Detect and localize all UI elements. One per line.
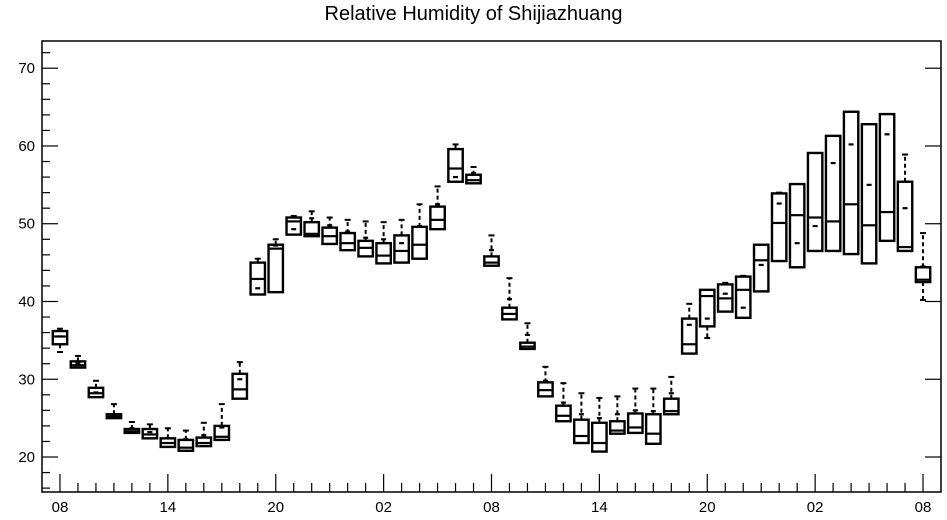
y-axis-ticks: 20 30 40 50 60 70 bbox=[18, 52, 941, 489]
box-mark bbox=[159, 427, 177, 449]
box-mark bbox=[303, 210, 321, 238]
box-mark bbox=[249, 257, 267, 296]
box-rect bbox=[896, 180, 914, 253]
box-rect bbox=[465, 173, 482, 185]
box-rect bbox=[626, 412, 644, 435]
box-mark bbox=[321, 216, 339, 246]
box-rect bbox=[285, 216, 303, 236]
x-tick-label: 20 bbox=[699, 499, 716, 516]
box-mark bbox=[770, 191, 788, 263]
box-mark bbox=[123, 421, 141, 435]
box-mark bbox=[914, 232, 932, 301]
box-rect bbox=[860, 123, 878, 265]
box-mark bbox=[501, 277, 518, 321]
y-tick-label: 40 bbox=[18, 293, 35, 310]
box-rect bbox=[51, 329, 69, 346]
box-mark bbox=[177, 429, 195, 452]
box-rect bbox=[590, 421, 608, 453]
x-tick-label: 08 bbox=[483, 499, 500, 516]
box-mark bbox=[483, 234, 500, 267]
box-mark bbox=[680, 302, 698, 355]
box-mark bbox=[87, 379, 105, 399]
box-mark bbox=[411, 203, 428, 260]
box-rect bbox=[878, 112, 896, 243]
box-rect bbox=[573, 418, 590, 445]
y-tick-label: 60 bbox=[18, 138, 35, 155]
box-mark bbox=[644, 387, 662, 445]
box-mark bbox=[590, 396, 608, 453]
box-rect bbox=[608, 420, 626, 435]
box-mark bbox=[752, 243, 770, 293]
box-rect bbox=[339, 231, 357, 252]
box-mark bbox=[716, 281, 734, 313]
box-mark bbox=[734, 274, 752, 320]
box-mark bbox=[51, 327, 69, 354]
box-rect bbox=[698, 288, 716, 328]
box-rect bbox=[195, 436, 213, 448]
x-tick-label: 08 bbox=[52, 499, 69, 516]
box-rect bbox=[806, 151, 824, 253]
box-mark bbox=[339, 218, 357, 252]
box-mark bbox=[806, 151, 824, 253]
box-mark bbox=[213, 403, 231, 442]
box-mark bbox=[519, 322, 536, 351]
x-tick-label: 02 bbox=[375, 499, 392, 516]
box-rect bbox=[644, 413, 662, 445]
box-mark bbox=[608, 395, 626, 435]
box-mark bbox=[69, 354, 87, 369]
box-rect bbox=[411, 225, 428, 260]
box-series bbox=[51, 110, 932, 453]
box-mark bbox=[860, 123, 878, 265]
box-mark bbox=[357, 220, 375, 258]
box-rect bbox=[752, 243, 770, 293]
y-tick-label: 70 bbox=[18, 60, 35, 77]
box-rect bbox=[483, 255, 500, 267]
box-rect bbox=[429, 205, 446, 231]
box-mark bbox=[788, 182, 806, 269]
box-mark bbox=[141, 423, 159, 440]
box-mark bbox=[231, 361, 249, 400]
box-mark bbox=[626, 387, 644, 435]
x-tick-label: 08 bbox=[915, 499, 932, 516]
box-mark bbox=[842, 110, 860, 256]
box-mark bbox=[447, 143, 464, 183]
box-rect bbox=[393, 234, 410, 264]
box-rect bbox=[267, 243, 285, 294]
x-tick-label: 14 bbox=[591, 499, 608, 516]
y-tick-label: 30 bbox=[18, 371, 35, 388]
box-rect bbox=[375, 241, 393, 265]
box-mark bbox=[465, 165, 482, 185]
box-mark bbox=[537, 365, 554, 398]
box-mark bbox=[195, 421, 213, 448]
box-mark bbox=[555, 382, 572, 423]
box-mark bbox=[896, 153, 914, 253]
x-tick-label: 14 bbox=[160, 499, 177, 516]
chart-title: Relative Humidity of Shijiazhuang bbox=[324, 3, 623, 25]
box-rect bbox=[231, 372, 249, 400]
box-mark bbox=[824, 134, 842, 253]
box-rect bbox=[788, 182, 806, 269]
box-mark bbox=[393, 218, 410, 264]
y-tick-label: 50 bbox=[18, 216, 35, 233]
x-tick-label: 20 bbox=[267, 499, 284, 516]
box-mark bbox=[878, 112, 896, 243]
box-mark bbox=[662, 375, 680, 416]
box-rect bbox=[842, 110, 860, 256]
box-mark bbox=[375, 221, 393, 265]
box-mark bbox=[267, 238, 285, 294]
x-axis-ticks: 08 14 20 02 08 14 20 02 08 bbox=[52, 474, 932, 516]
box-rect bbox=[177, 438, 195, 452]
box-mark bbox=[285, 214, 303, 236]
box-mark bbox=[105, 403, 123, 420]
box-mark bbox=[429, 185, 446, 231]
box-mark bbox=[698, 288, 716, 340]
x-tick-label: 02 bbox=[807, 499, 824, 516]
box-rect bbox=[824, 134, 842, 253]
y-tick-label: 20 bbox=[18, 449, 35, 466]
box-rect bbox=[555, 404, 572, 423]
box-rect bbox=[734, 275, 752, 320]
box-mark bbox=[573, 392, 590, 445]
